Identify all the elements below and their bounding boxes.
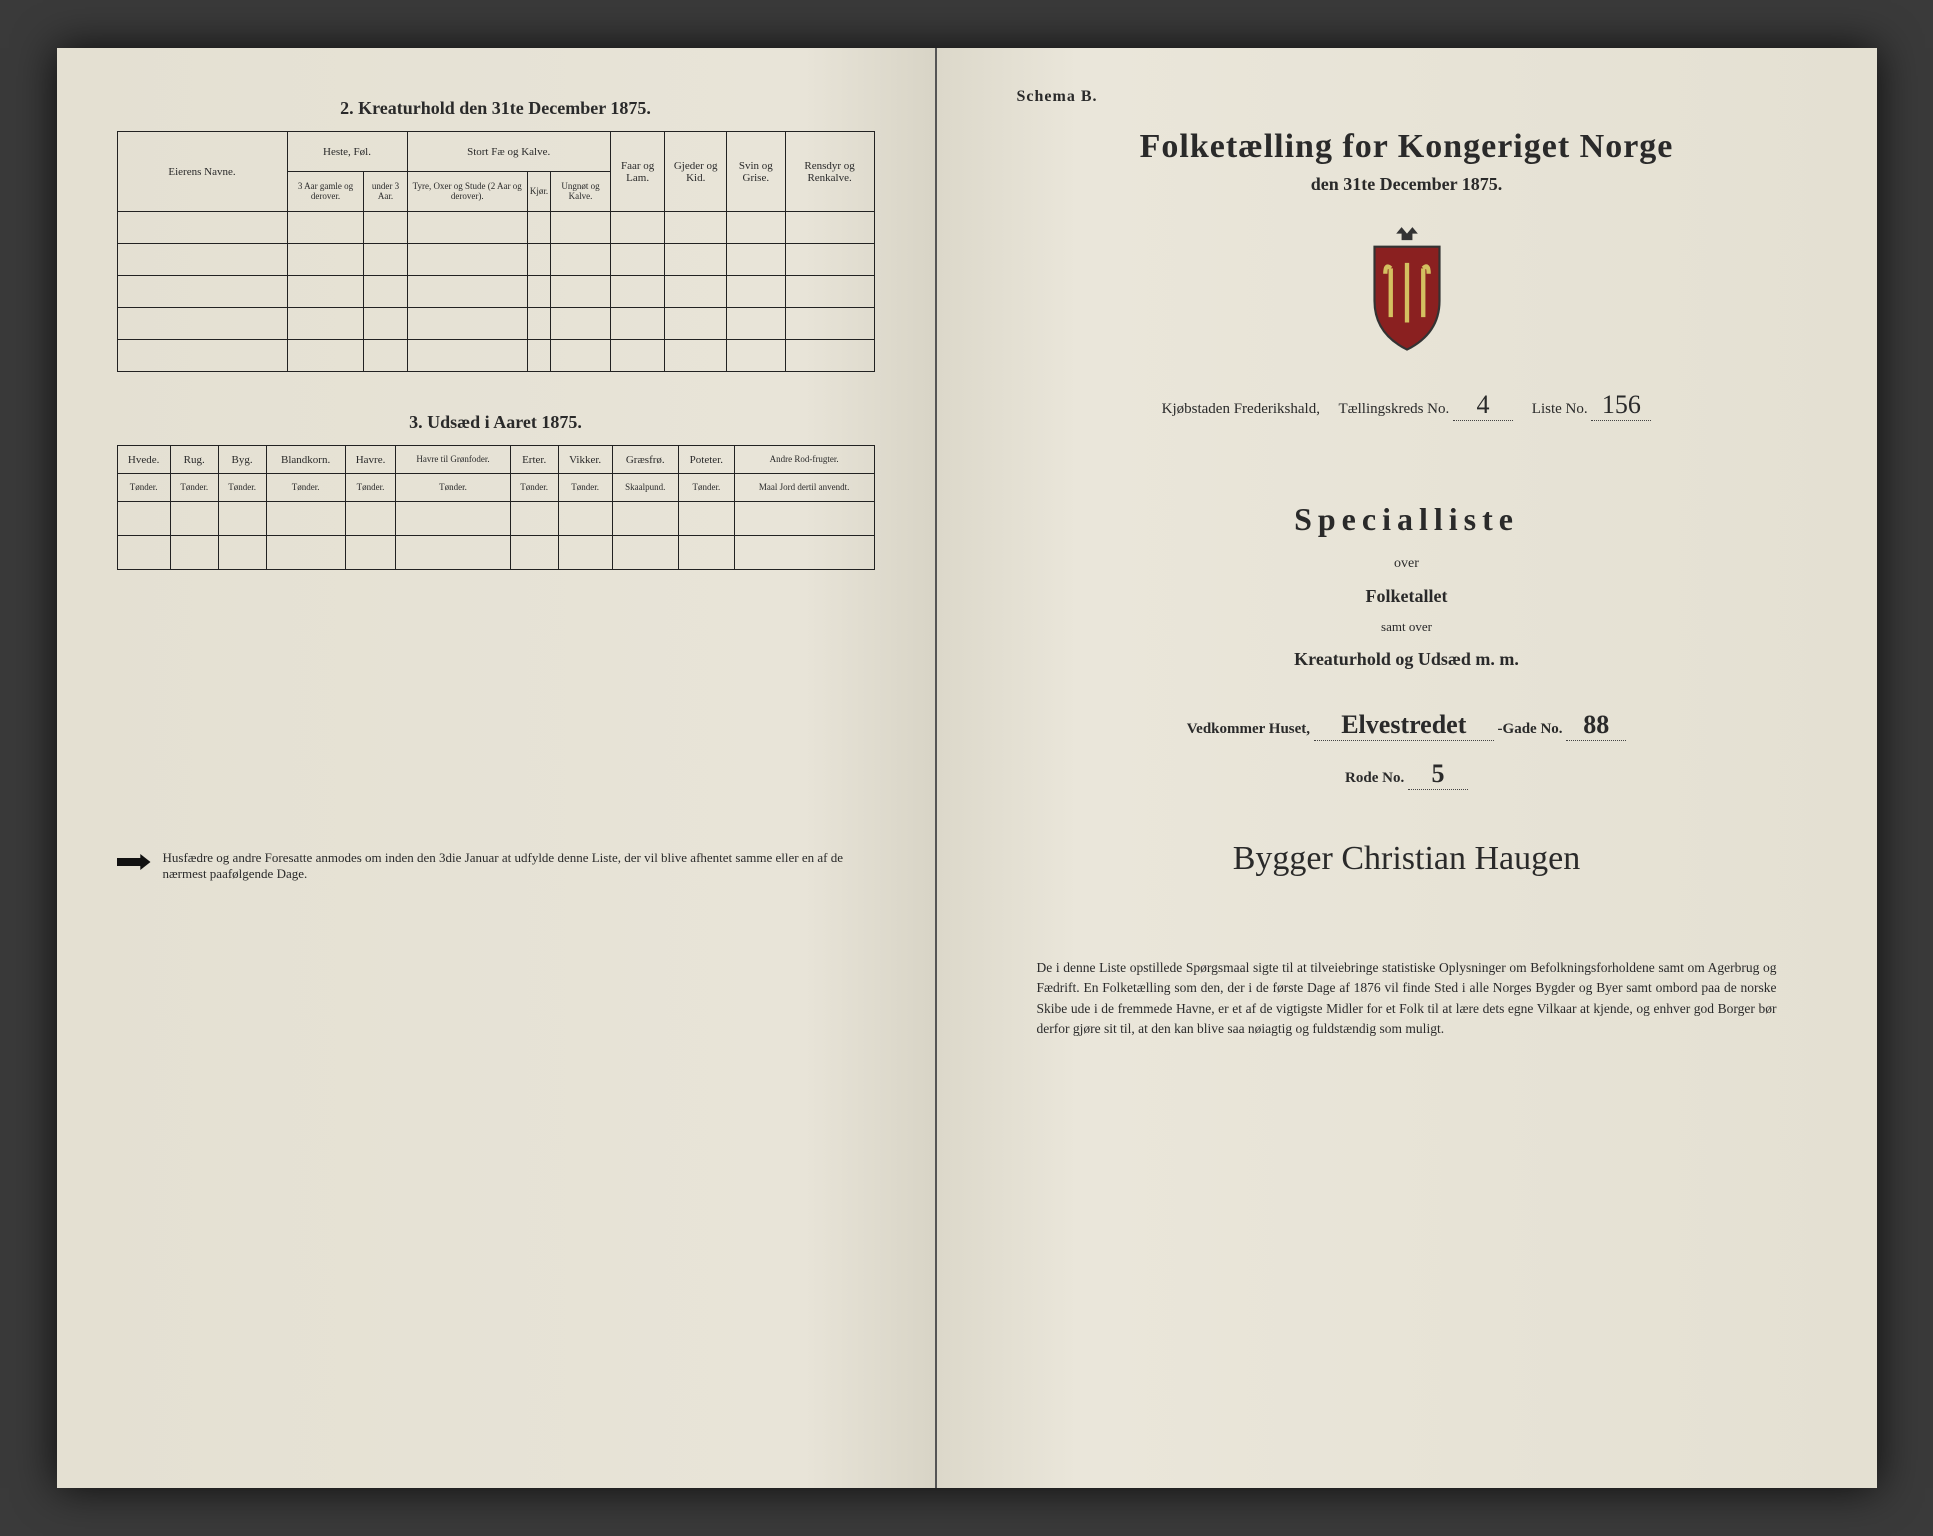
location-line: Kjøbstaden Frederikshald, Tællingskreds … bbox=[997, 390, 1817, 421]
coat-of-arms-icon bbox=[1352, 225, 1462, 360]
unit: Tønder. bbox=[345, 474, 396, 502]
table2-title: 3. Udsæd i Aaret 1875. bbox=[117, 412, 875, 433]
col-stort-c: Ungnøt og Kalve. bbox=[551, 172, 611, 212]
date-line: den 31te December 1875. bbox=[997, 174, 1817, 195]
col-svin: Svin og Grise. bbox=[726, 132, 785, 212]
liste-label: Liste No. bbox=[1532, 401, 1588, 417]
col-poteter: Poteter. bbox=[678, 446, 734, 474]
liste-value: 156 bbox=[1591, 390, 1651, 421]
kreds-value: 4 bbox=[1453, 390, 1513, 421]
pointing-hand-icon bbox=[117, 852, 151, 872]
signature: Bygger Christian Haugen bbox=[997, 840, 1817, 878]
unit: Tønder. bbox=[396, 474, 510, 502]
table-row bbox=[117, 340, 874, 372]
samt-label: samt over bbox=[997, 619, 1817, 635]
footnote: Husfædre og andre Foresatte anmodes om i… bbox=[117, 850, 875, 882]
schema-label: Schema B. bbox=[1017, 88, 1098, 106]
unit: Tønder. bbox=[218, 474, 266, 502]
col-stort-b: Kjør. bbox=[527, 172, 550, 212]
seed-table: Hvede. Rug. Byg. Blandkorn. Havre. Havre… bbox=[117, 445, 875, 570]
col-faar: Faar og Lam. bbox=[610, 132, 665, 212]
over-label: over bbox=[997, 556, 1817, 572]
kreds-label: Tællingskreds No. bbox=[1338, 401, 1449, 417]
table-row bbox=[117, 502, 874, 536]
col-vikker: Vikker. bbox=[558, 446, 612, 474]
col-gjeder: Gjeder og Kid. bbox=[665, 132, 726, 212]
unit: Maal Jord dertil anvendt. bbox=[734, 474, 874, 502]
col-group-stort: Stort Fæ og Kalve. bbox=[407, 132, 610, 172]
col-erter: Erter. bbox=[510, 446, 558, 474]
unit: Tønder. bbox=[117, 474, 170, 502]
col-stort-a: Tyre, Oxer og Stude (2 Aar og derover). bbox=[407, 172, 527, 212]
bottom-paragraph: De i denne Liste opstillede Spørgsmaal s… bbox=[997, 958, 1817, 1039]
gade-value: 88 bbox=[1566, 710, 1626, 741]
address-line-2: Rode No. 5 bbox=[997, 759, 1817, 790]
col-heste-a: 3 Aar gamle og derover. bbox=[287, 172, 364, 212]
folketallet-label: Folketallet bbox=[997, 586, 1817, 607]
col-owner: Eierens Navne. bbox=[117, 132, 287, 212]
col-hvede: Hvede. bbox=[117, 446, 170, 474]
location-prefix: Kjøbstaden Frederikshald, bbox=[1162, 401, 1320, 417]
table-row bbox=[117, 308, 874, 340]
col-andre: Andre Rod-frugter. bbox=[734, 446, 874, 474]
unit: Tønder. bbox=[510, 474, 558, 502]
col-graesfro: Græsfrø. bbox=[612, 446, 678, 474]
special-title: Specialliste bbox=[997, 501, 1817, 538]
table1-title: 2. Kreaturhold den 31te December 1875. bbox=[117, 98, 875, 119]
footnote-text: Husfædre og andre Foresatte anmodes om i… bbox=[163, 850, 875, 882]
col-group-heste: Heste, Føl. bbox=[287, 132, 407, 172]
col-blandkorn: Blandkorn. bbox=[266, 446, 345, 474]
unit: Tønder. bbox=[558, 474, 612, 502]
huset-value: Elvestredet bbox=[1314, 710, 1494, 741]
vedkommer-label: Vedkommer Huset, bbox=[1187, 721, 1310, 737]
left-page: 2. Kreaturhold den 31te December 1875. E… bbox=[57, 48, 937, 1488]
address-line-1: Vedkommer Huset, Elvestredet -Gade No. 8… bbox=[997, 710, 1817, 741]
col-rensdyr: Rensdyr og Renkalve. bbox=[785, 132, 874, 212]
rode-label: Rode No. bbox=[1345, 770, 1404, 786]
right-page: Schema B. Folketælling for Kongeriget No… bbox=[937, 48, 1877, 1488]
col-byg: Byg. bbox=[218, 446, 266, 474]
unit: Tønder. bbox=[266, 474, 345, 502]
unit: Skaalpund. bbox=[612, 474, 678, 502]
rode-value: 5 bbox=[1408, 759, 1468, 790]
col-heste-b: under 3 Aar. bbox=[364, 172, 407, 212]
unit: Tønder. bbox=[170, 474, 218, 502]
table-row bbox=[117, 212, 874, 244]
col-havre-gron: Havre til Grønfoder. bbox=[396, 446, 510, 474]
unit: Tønder. bbox=[678, 474, 734, 502]
livestock-table: Eierens Navne. Heste, Føl. Stort Fæ og K… bbox=[117, 131, 875, 372]
table-row bbox=[117, 244, 874, 276]
table-row bbox=[117, 536, 874, 570]
gade-label: -Gade No. bbox=[1498, 721, 1563, 737]
col-rug: Rug. bbox=[170, 446, 218, 474]
document-spread: 2. Kreaturhold den 31te December 1875. E… bbox=[57, 48, 1877, 1488]
table-row bbox=[117, 276, 874, 308]
col-havre: Havre. bbox=[345, 446, 396, 474]
kreatur-label: Kreaturhold og Udsæd m. m. bbox=[997, 649, 1817, 670]
main-title: Folketælling for Kongeriget Norge bbox=[997, 128, 1817, 166]
